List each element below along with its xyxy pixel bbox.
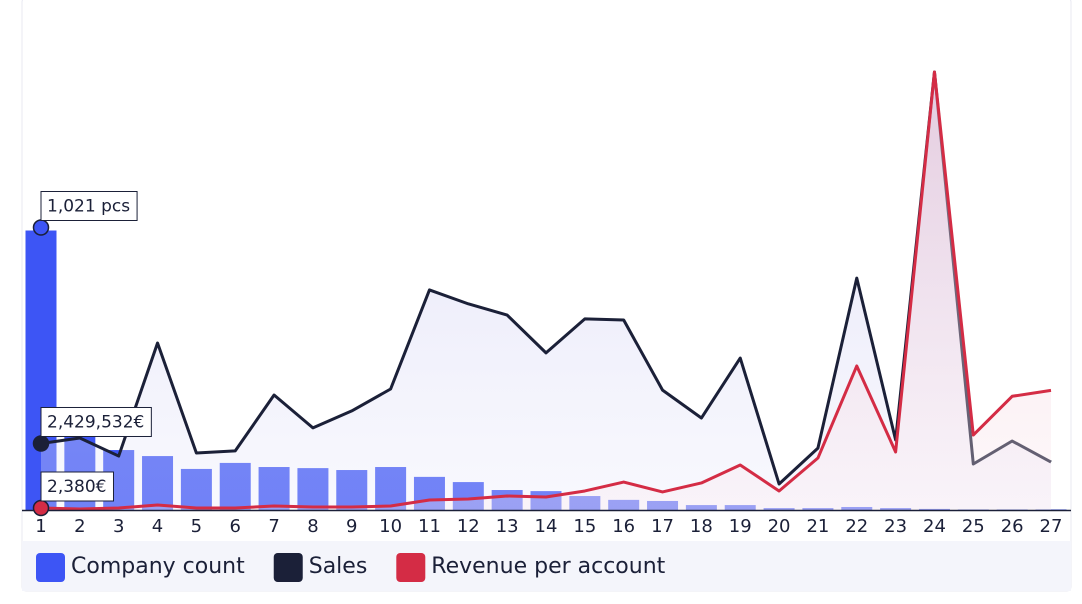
x-tick-label: 2 [74,516,85,537]
x-tick-label: 25 [962,516,985,537]
x-tick-label: 3 [113,516,124,537]
line [40,70,1052,511]
x-tick-label: 19 [729,516,752,537]
legend-label: Sales [309,554,368,579]
x-tick-label: 15 [573,516,596,537]
point-marker [32,499,50,517]
legend-swatch [396,553,426,582]
label-box [40,191,138,222]
x-tick-label: 18 [690,516,713,537]
x-tick-label: 4 [152,516,163,537]
label-box [40,471,114,502]
x-tick-label: 10 [379,516,402,537]
x-tick-label: 1 [35,516,46,537]
x-tick-label: 26 [1001,516,1024,537]
data-label: 2,429,532€ [47,412,144,432]
x-tick-label: 22 [845,516,868,537]
x-tick-label: 9 [346,516,357,537]
data-label-box: 1,021 pcs [40,191,138,222]
x-tick-label: 6 [230,516,241,537]
x-tick-label: 21 [806,516,829,537]
x-tick-label: 16 [612,516,635,537]
x-tick-label: 17 [651,516,674,537]
x-tick-label: 11 [418,516,441,537]
x-tick-label: 12 [457,516,480,537]
legend-band [22,541,1071,591]
point-marker [32,219,50,236]
x-tick-label: 23 [884,516,907,537]
point-marker [32,435,50,452]
x-tick-label: 24 [923,516,946,537]
area [41,72,1051,510]
x-tick-label: 5 [191,516,202,537]
x-tick-label: 7 [268,516,279,537]
x-tick-label: 20 [768,516,791,537]
x-tick-label: 14 [535,516,558,537]
data-label: 1,021 pcs [47,197,130,217]
x-tick-label: 8 [307,516,318,537]
label-box [40,406,152,437]
x-tick-label: 13 [496,516,519,537]
legend-swatch [273,553,303,582]
legend-label: Company count [71,554,245,579]
line [40,70,1052,486]
x-tick-label: 27 [1040,516,1063,537]
data-label-box: 2,380€ [40,471,114,502]
legend-swatch [36,553,65,582]
data-label-box: 2,429,532€ [40,406,152,437]
data-label: 2,380€ [47,477,106,497]
legend-label: Revenue per account [431,554,665,579]
